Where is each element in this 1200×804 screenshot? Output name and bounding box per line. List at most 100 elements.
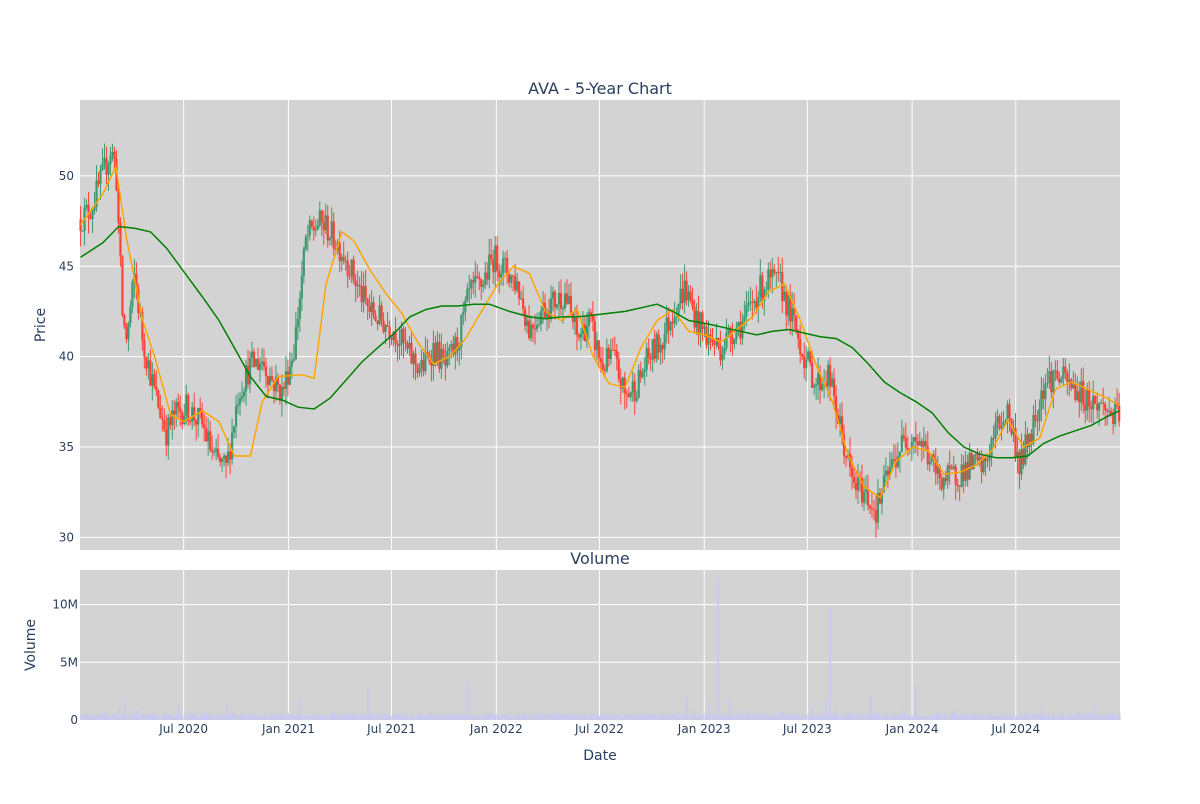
candle-body — [448, 347, 451, 351]
volume-bar — [620, 716, 623, 720]
candle-body — [87, 204, 90, 218]
volume-bar — [217, 714, 220, 720]
volume-bar — [427, 715, 429, 720]
candle-body — [645, 348, 648, 370]
volume-bar — [811, 706, 814, 720]
volume-bar — [1051, 716, 1053, 720]
candle-body — [504, 258, 507, 260]
candle-body — [207, 431, 210, 442]
volume-bar — [744, 715, 746, 720]
candle-body — [420, 360, 423, 369]
volume-bar — [435, 713, 437, 720]
candle-body — [779, 271, 782, 273]
volume-bar — [726, 715, 728, 720]
volume-bar — [584, 714, 587, 720]
candle-body — [892, 459, 895, 461]
candle-body — [165, 429, 168, 446]
candle-body — [332, 221, 335, 249]
volume-bar — [987, 713, 989, 720]
candle-body — [85, 204, 88, 208]
candle-body — [928, 461, 931, 465]
candle-body — [221, 458, 224, 463]
volume-bar — [558, 713, 561, 720]
volume-bar — [871, 716, 874, 720]
candle-body — [623, 377, 626, 394]
volume-bar — [1039, 714, 1041, 720]
candle-body — [699, 312, 702, 335]
candle-body — [1028, 433, 1031, 448]
volume-bar — [152, 713, 154, 720]
candle-body — [617, 358, 620, 380]
volume-bar — [634, 715, 637, 720]
candle-body — [187, 394, 190, 422]
candle-body — [490, 254, 493, 260]
candle-body — [438, 341, 441, 369]
volume-bar — [640, 714, 643, 720]
candle-body — [167, 417, 170, 446]
price-y-tick-label: 50 — [59, 169, 74, 183]
candle-body — [232, 426, 236, 433]
volume-bar — [714, 713, 716, 720]
volume-bar — [1118, 713, 1121, 720]
candle-body — [797, 331, 800, 339]
volume-bar — [148, 713, 150, 720]
candle-body — [356, 284, 359, 287]
candle-body — [135, 273, 138, 289]
candle-body — [807, 351, 810, 360]
candle-body — [819, 373, 822, 391]
volume-bar — [859, 714, 862, 720]
volume-bar — [239, 713, 242, 720]
volume-bar — [684, 713, 686, 720]
volume-bar — [1069, 716, 1071, 720]
volume-bar — [758, 714, 760, 720]
volume-bar — [425, 715, 427, 720]
candle-body — [1092, 396, 1095, 410]
volume-bar — [469, 715, 471, 720]
volume-bar — [618, 715, 621, 720]
volume-bar — [309, 715, 312, 720]
volume-bar — [411, 714, 413, 720]
volume-bar — [305, 715, 308, 720]
candle-body — [157, 390, 160, 408]
volume-bar — [628, 716, 631, 720]
volume-bar — [873, 713, 876, 720]
volume-bar — [384, 714, 387, 720]
volume-bar — [359, 714, 362, 720]
volume-bar — [616, 715, 619, 720]
volume-bar — [981, 714, 983, 720]
candle-body — [703, 326, 706, 329]
candle-body — [864, 489, 868, 492]
volume-bar — [466, 681, 469, 720]
volume-bar — [768, 715, 770, 720]
volume-bar — [130, 714, 132, 720]
volume-bar — [1011, 716, 1013, 720]
volume-bar — [96, 716, 98, 720]
candle-body — [984, 457, 987, 462]
volume-bar — [226, 705, 228, 720]
volume-bar — [506, 714, 509, 720]
candle-body — [581, 324, 585, 334]
volume-bar — [500, 714, 503, 720]
volume-bar — [789, 715, 792, 720]
volume-bar — [604, 714, 607, 720]
volume-bar — [827, 714, 830, 720]
candle-body — [896, 456, 899, 467]
volume-bar — [409, 716, 411, 720]
candle-body — [637, 370, 640, 398]
candle-body — [183, 415, 186, 425]
candle-body — [326, 215, 329, 241]
volume-bar — [532, 714, 535, 720]
candle-body — [390, 337, 393, 340]
volume-bar — [668, 715, 671, 720]
candle-body — [585, 326, 589, 342]
volume-bar — [488, 713, 491, 720]
volume-bar — [971, 714, 974, 720]
candle-body — [127, 322, 130, 340]
candle-body — [950, 468, 953, 470]
candle-body — [593, 321, 596, 351]
volume-bar — [335, 714, 338, 720]
candle-body — [215, 448, 218, 452]
candle-body — [250, 351, 254, 358]
candle-body — [228, 451, 232, 460]
candle-body — [625, 393, 628, 395]
